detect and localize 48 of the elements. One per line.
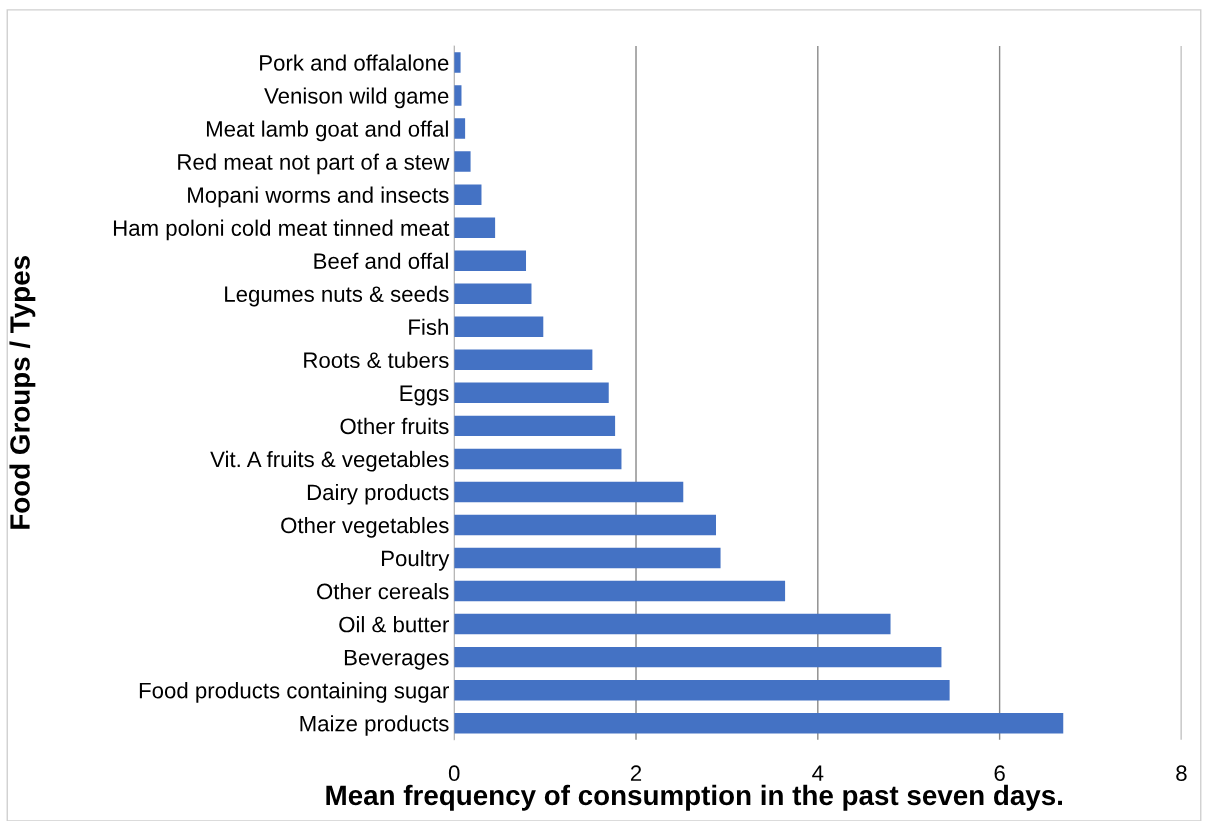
- x-tick-label: 0: [448, 765, 460, 782]
- y-tick-label: Eggs: [400, 385, 449, 406]
- y-tick-label: Other vegetables: [281, 516, 449, 538]
- y-tick-label: Ham poloni cold meat tinned meat: [113, 219, 450, 241]
- bar: [454, 52, 461, 73]
- bar: [454, 316, 544, 338]
- bar: [454, 448, 622, 470]
- bar: [454, 679, 950, 701]
- y-tick-label: Maize products: [300, 715, 449, 736]
- bar: [454, 217, 496, 238]
- y-tick-label: Red meat not part of a stew: [178, 153, 450, 175]
- bar: [454, 382, 609, 404]
- bar: [454, 547, 721, 569]
- y-tick-label: Beverages: [344, 649, 449, 670]
- y-tick-label: Fish: [409, 318, 448, 336]
- bar: [454, 415, 616, 437]
- y-tick-label: Poultry: [382, 549, 450, 571]
- bar: [454, 646, 942, 668]
- x-tick-label: 8: [1176, 765, 1187, 782]
- bar: [454, 349, 593, 371]
- bar: [454, 250, 527, 271]
- x-tick-label: 6: [994, 765, 1005, 782]
- bar: [454, 151, 471, 172]
- y-tick-label: Meat lamb goat and offal: [206, 120, 448, 142]
- bar: [454, 712, 1064, 734]
- y-tick-label: Legumes nuts & seeds: [225, 285, 449, 307]
- y-tick-label: Beef and offal: [314, 252, 448, 269]
- x-tick-label: 2: [630, 765, 642, 781]
- x-axis-title: Mean frequency of consumption in the past seven days.: [326, 784, 1062, 811]
- y-tick-label: Roots & tubers: [304, 351, 449, 369]
- x-tick-label: 4: [812, 765, 824, 781]
- y-tick-label: Vit. A fruits & vegetables: [210, 450, 449, 472]
- y-tick-label: Other fruits: [340, 417, 449, 435]
- y-tick-label: Oil & butter: [339, 616, 449, 633]
- bar: [454, 613, 891, 635]
- bar: [454, 283, 532, 304]
- bar: [454, 184, 482, 205]
- y-tick-label: Pork and offalalone: [260, 54, 449, 71]
- bar: [454, 118, 466, 139]
- y-tick-label: Food products containing sugar: [139, 682, 449, 703]
- bar: [454, 580, 786, 602]
- bar: [454, 481, 684, 503]
- y-tick-label: Venison wild game: [264, 87, 449, 109]
- y-axis-title: Food Groups / Types: [9, 256, 36, 529]
- y-tick-label: Dairy products: [307, 483, 449, 505]
- y-tick-label: Other cereals: [317, 583, 449, 600]
- bar: [454, 514, 717, 536]
- y-tick-label: Mopani worms and insects: [188, 186, 449, 208]
